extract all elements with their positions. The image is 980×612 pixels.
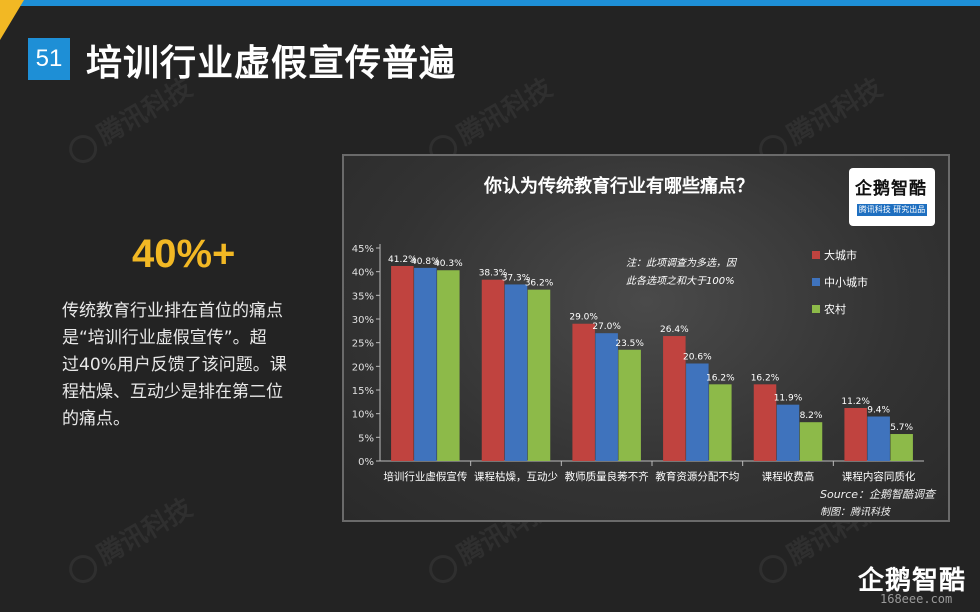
site-url: 168eee.com	[880, 592, 953, 606]
x-tick-label: 教育资源分配不均	[655, 470, 739, 483]
bar-chart: 你认为传统教育行业有哪些痛点？ 0% 5% 10% 15% 20% 25% 30% 35% 40%…	[352, 175, 937, 518]
x-tick-label: 培训行业虚假宣传	[383, 470, 467, 483]
y-tick-label: 35%	[352, 291, 374, 302]
chart-producer: 制图：腾讯科技	[820, 506, 892, 518]
description-line: 程枯燥、互动少是排在第二位	[62, 382, 283, 402]
y-tick-label: 25%	[352, 339, 374, 350]
data-label: 40.8%	[411, 257, 440, 267]
data-label: 23.5%	[615, 339, 644, 349]
y-tick-label: 15%	[352, 386, 374, 397]
bar	[391, 265, 414, 461]
chart-title: 你认为传统教育行业有哪些痛点？	[483, 175, 754, 197]
data-label: 11.9%	[774, 394, 803, 404]
legend-label: 中小城市	[824, 275, 868, 289]
corner-decoration	[0, 0, 24, 40]
data-label: 8.2%	[800, 411, 823, 421]
chart-note: 此各选项之和大于100%	[626, 275, 735, 287]
bar	[799, 422, 823, 461]
brand-logo: 企鹅智酷	[858, 566, 967, 596]
data-label: 40.3%	[434, 259, 463, 269]
x-tick-label: 课程枯燥，互动少	[474, 470, 558, 483]
bar	[753, 384, 777, 461]
description: 传统教育行业排在首位的痛点 是“培训行业虚假宣传”。超 过40%用户反馈了该问题…	[62, 298, 330, 433]
page-title: 培训行业虚假宣传普遍	[86, 43, 457, 84]
bar	[572, 323, 595, 461]
slide-number: 51	[28, 38, 70, 80]
chart-note: 注：此项调查为多选，因	[626, 257, 738, 269]
y-tick-label: 0%	[358, 457, 374, 468]
data-label: 41.2%	[388, 255, 417, 265]
logo: 企鹅智酷 腾讯科技 研究出品	[849, 168, 935, 226]
bar	[890, 434, 913, 461]
x-tick-label: 教师质量良莠不齐	[565, 470, 649, 483]
bar	[504, 284, 528, 461]
logo-tagline: 腾讯科技 研究出品	[857, 204, 927, 216]
y-tick-label: 10%	[352, 410, 374, 421]
description-line: 过40%用户反馈了该问题。课	[62, 355, 287, 375]
data-label: 16.2%	[751, 373, 780, 383]
key-stat: 40%+	[132, 232, 236, 276]
data-label: 11.2%	[841, 397, 870, 407]
data-label: 16.2%	[706, 373, 735, 383]
legend-swatch	[812, 251, 820, 259]
watermark: 腾讯科技	[60, 488, 198, 589]
data-label: 20.6%	[683, 352, 712, 362]
y-tick-label: 20%	[352, 362, 374, 373]
bar	[709, 384, 732, 461]
y-tick-label: 40%	[352, 268, 374, 279]
bar	[414, 267, 437, 461]
legend-swatch	[812, 278, 820, 286]
y-tick-label: 30%	[352, 315, 374, 326]
bar	[437, 270, 460, 461]
bar	[595, 333, 618, 461]
bar	[686, 363, 709, 461]
y-tick-label: 45%	[352, 244, 374, 255]
bar	[867, 416, 890, 461]
data-label: 37.3%	[502, 273, 531, 283]
description-line: 的痛点。	[62, 409, 130, 429]
data-label: 27.0%	[592, 322, 621, 332]
bar	[776, 404, 800, 461]
bar	[481, 279, 505, 461]
legend-label: 农村	[824, 302, 846, 316]
x-tick-label: 课程内容同质化	[842, 470, 916, 483]
data-label: 38.3%	[479, 269, 508, 279]
legend-swatch	[812, 305, 820, 313]
data-label: 36.2%	[525, 279, 554, 289]
description-line: 传统教育行业排在首位的痛点	[62, 301, 283, 321]
legend-label: 大城市	[824, 248, 857, 262]
data-label: 9.4%	[867, 406, 890, 416]
bar	[618, 349, 641, 461]
data-label: 5.7%	[890, 423, 913, 433]
data-label: 29.0%	[569, 313, 598, 323]
bar	[844, 407, 867, 461]
y-tick-label: 5%	[358, 433, 374, 444]
data-label: 26.4%	[660, 325, 689, 335]
logo-text: 企鹅智酷	[855, 179, 927, 199]
description-line: 是“培训行业虚假宣传”。超	[62, 328, 267, 348]
bar	[663, 336, 686, 461]
x-tick-label: 课程收费高	[762, 470, 815, 483]
bar	[527, 289, 551, 461]
top-accent-bar	[0, 0, 980, 6]
chart-source: Source：企鹅智酷调查	[820, 488, 937, 501]
chart-panel: 你认为传统教育行业有哪些痛点？ 0% 5% 10% 15% 20% 25% 30% 35% 40%…	[342, 154, 950, 522]
